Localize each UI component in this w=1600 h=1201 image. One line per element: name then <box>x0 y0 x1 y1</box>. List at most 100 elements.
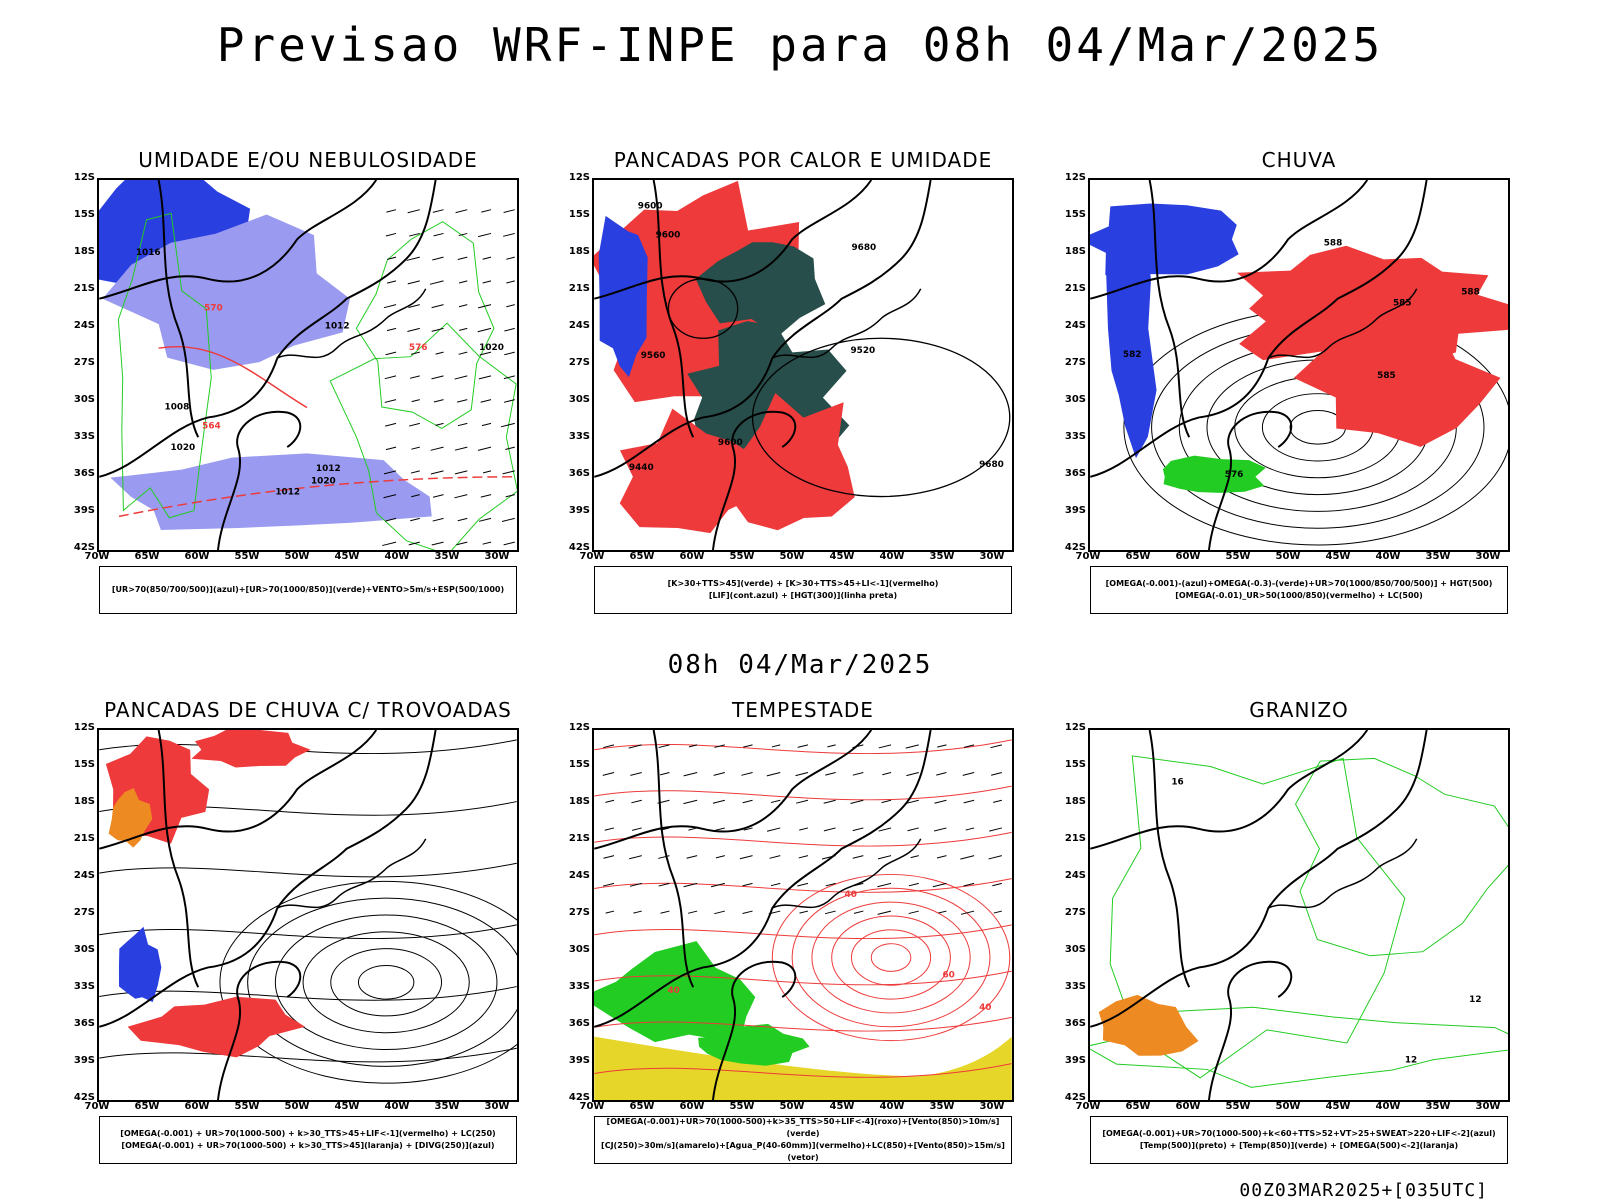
wind-vector <box>431 541 444 546</box>
wind-vector <box>407 209 420 214</box>
wind-vector <box>478 232 492 238</box>
wind-vector <box>506 304 515 308</box>
wind-vector <box>605 799 615 803</box>
map-panel: 1012 1012 1012 1016 1020 1020 1020 1008 576 570 56… <box>97 178 519 552</box>
wind-vector <box>506 256 515 260</box>
wind-vector <box>742 910 753 915</box>
contour-label: 1020 <box>479 343 504 353</box>
wind-vector <box>457 517 468 522</box>
lat-tick-label: 30S <box>568 394 590 405</box>
legend-line: [K>30+TTS>45](verde) + [K>30+TTS>45+LI<-… <box>667 579 939 588</box>
wind-vector <box>936 772 947 776</box>
contour-label: 570 <box>204 304 223 314</box>
lat-tick-label: 36S <box>568 1018 590 1029</box>
run-time-footer: 00Z03MAR2025+[035UTC] <box>1239 1180 1488 1201</box>
wind-vector <box>506 280 515 284</box>
wind-vector <box>877 882 892 888</box>
contour-label: 1020 <box>170 443 195 453</box>
lat-tick-label: 33S <box>1064 431 1086 442</box>
wind-vector <box>387 256 397 260</box>
streamline <box>247 897 517 1067</box>
lat-tick-label: 24S <box>568 320 590 331</box>
wind-vector <box>482 470 492 474</box>
lon-tick-label: 45W <box>829 551 855 562</box>
lat-tick-label: 12S <box>1064 722 1086 733</box>
wind-vector <box>908 910 919 915</box>
border-line <box>157 180 200 438</box>
wind-vector <box>477 446 492 451</box>
wind-vector <box>934 799 947 804</box>
state-border <box>277 838 427 909</box>
lon-tick-label: 60W <box>679 1101 705 1112</box>
wind-vector <box>769 855 781 859</box>
wind-vector <box>456 541 468 546</box>
lat-tick-label: 36S <box>73 1018 95 1029</box>
wind-vector <box>770 799 781 804</box>
border-line <box>594 180 873 300</box>
lat-tick-label: 21S <box>568 283 590 294</box>
lon-tick-label: 40W <box>384 551 410 562</box>
lon-tick-label: 35W <box>434 1101 460 1112</box>
wind-vector <box>408 422 420 427</box>
wind-vector <box>385 232 397 237</box>
omega-orange <box>1098 994 1199 1056</box>
contour-label: 588 <box>1461 288 1480 298</box>
wind-vector <box>852 772 864 776</box>
lat-tick-label: 39S <box>568 1055 590 1066</box>
lon-tick-label: 45W <box>334 551 360 562</box>
lat-tick-label: 21S <box>73 283 95 294</box>
wind-vector <box>383 304 397 309</box>
coastline <box>99 180 437 478</box>
wind-vector <box>739 855 753 860</box>
height-contour <box>751 337 1011 498</box>
wind-vector <box>742 882 753 887</box>
lat-tick-label: 18S <box>1064 796 1086 807</box>
lon-tick-label: 50W <box>284 1101 310 1112</box>
border-line <box>1090 180 1369 300</box>
wind-vector <box>877 855 892 860</box>
legend-box: [UR>70(850/700/500)](azul)+[UR>70(1000/8… <box>99 566 517 614</box>
wind-vector <box>429 280 444 285</box>
wind-vector <box>630 772 642 776</box>
wind-vector <box>481 209 492 213</box>
border-line <box>652 730 695 988</box>
lat-tick-label: 27S <box>568 907 590 918</box>
wind-vector <box>934 827 947 832</box>
coastline <box>1090 180 1428 478</box>
coastline <box>594 730 932 1028</box>
lon-tick-label: 50W <box>1275 1101 1301 1112</box>
wind-vector <box>683 799 698 805</box>
wind-vector <box>458 232 468 237</box>
contour-label: 576 <box>409 343 428 353</box>
wind-vector <box>409 375 420 379</box>
wind-vector <box>505 494 515 498</box>
instability-teal <box>695 242 826 337</box>
lat-tick-label: 15S <box>73 759 95 770</box>
map-svg: 9600 9560 9520 9440 9680 9600 9600 9680 <box>594 180 1011 550</box>
wind-vector <box>823 799 836 804</box>
wind-vector <box>387 280 397 284</box>
wind-vector <box>480 494 492 498</box>
lat-tick-label: 42S <box>73 1092 95 1103</box>
wind-vector <box>741 772 753 776</box>
lon-tick-label: 30W <box>1475 551 1501 562</box>
lat-tick-label: 27S <box>1064 357 1086 368</box>
wind-vector <box>411 446 420 450</box>
lat-tick-label: 21S <box>73 833 95 844</box>
lon-tick-label: 70W <box>579 551 605 562</box>
lon-tick-label: 30W <box>979 1101 1005 1112</box>
wind-vector <box>658 855 670 859</box>
lat-tick-label: 15S <box>568 209 590 220</box>
lon-tick-label: 50W <box>779 1101 805 1112</box>
contour-label: 1008 <box>165 403 190 413</box>
panel-title: PANCADAS POR CALOR E UMIDADE <box>613 148 993 172</box>
lon-tick-label: 55W <box>729 551 755 562</box>
wind-vector <box>799 827 809 831</box>
wind-vector <box>798 855 809 859</box>
lat-tick-label: 21S <box>1064 283 1086 294</box>
lat-tick-label: 27S <box>73 907 95 918</box>
wind-vector <box>766 772 781 777</box>
state-border <box>772 838 922 909</box>
lat-tick-label: 30S <box>568 944 590 955</box>
lat-tick-label: 24S <box>568 870 590 881</box>
